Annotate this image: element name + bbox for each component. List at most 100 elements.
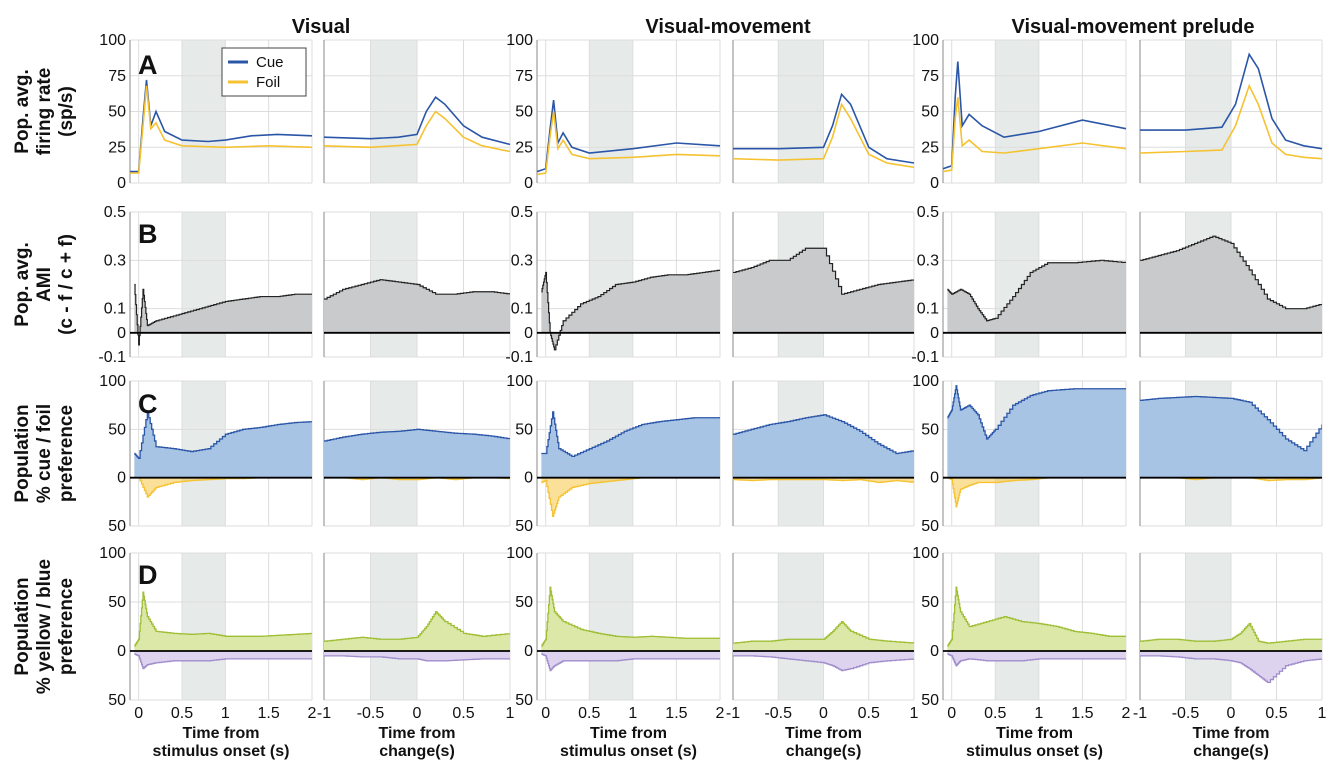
series-group [1140, 235, 1322, 333]
y-tick-label: 0.5 [104, 204, 126, 221]
y-tick-label: 50 [108, 594, 126, 611]
x-tick-label: 0.5 [578, 705, 600, 722]
series-group [324, 279, 510, 333]
y-tick-label: 0.5 [917, 204, 939, 221]
blue-line [947, 653, 1126, 667]
y-tick-label: 50 [108, 421, 126, 438]
line-cue [1140, 52, 1322, 150]
cue-line [324, 428, 510, 442]
y-tick-label: 100 [99, 545, 126, 562]
cue-line [1140, 395, 1322, 452]
cue-line [733, 414, 914, 455]
cue-line [134, 411, 312, 459]
x-tick-label: 1 [910, 705, 919, 722]
y-tick-label: -0.1 [911, 349, 939, 366]
ami-line [733, 247, 914, 295]
y-tick-label: 50 [515, 518, 533, 535]
legend-label-foil: Foil [256, 74, 280, 91]
y-tick-label: 0.3 [511, 252, 533, 269]
row-y-label: Pop. avg. [12, 69, 33, 153]
y-tick-label: 0 [117, 643, 126, 660]
y-tick-label: 50 [515, 594, 533, 611]
panel-letters: A B C D [138, 50, 158, 590]
x-tick-label: -0.5 [357, 705, 385, 722]
shaded-epoch [182, 553, 226, 700]
y-tick-label: 50 [921, 421, 939, 438]
y-tick-label: 0 [930, 643, 939, 660]
y-tick-label: 50 [108, 692, 126, 709]
y-tick-label: 100 [506, 373, 533, 390]
x-tick-label: 2 [308, 705, 317, 722]
x-tick-label: 0.5 [984, 705, 1006, 722]
panel-A-1 [323, 39, 511, 184]
x-tick-label: 1.5 [1071, 705, 1093, 722]
shaded-epoch [589, 553, 633, 700]
row-y-label: (sp/s) [56, 86, 77, 137]
yellow-line [541, 586, 720, 647]
row-y-label: preference [56, 578, 77, 675]
panel-C-3 [732, 380, 915, 527]
series-group [324, 611, 510, 662]
y-tick-label: 100 [506, 545, 533, 562]
cue-area [733, 414, 914, 478]
panel-D-5: -1 -0.5 0 0.5 1 [1133, 552, 1327, 722]
ami-line [324, 279, 510, 300]
panel-A-3 [732, 39, 915, 184]
y-tick-label: 50 [921, 518, 939, 535]
ami-area [541, 270, 720, 350]
series-group [324, 428, 510, 481]
y-tick-label: 0.1 [104, 301, 126, 318]
x-tick-label: 1 [506, 705, 515, 722]
x-tick-label: 0.5 [1265, 705, 1287, 722]
line-cue [324, 96, 510, 146]
panel-letter-a: A [138, 50, 158, 80]
line-foil [943, 97, 1126, 173]
panel-D-3: -1 -0.5 0 0.5 1 [726, 552, 919, 722]
x-axis-label: Time from [590, 725, 667, 742]
x-axis-label: Time from [996, 725, 1073, 742]
blue-line [1140, 655, 1322, 684]
panel-A-2: 100 75 50 25 0 [506, 32, 721, 192]
series-group [733, 414, 914, 484]
y-tick-label: 100 [506, 32, 533, 49]
series-group [541, 586, 720, 672]
ami-line [1140, 235, 1322, 310]
y-tick-label: 0.1 [917, 301, 939, 318]
x-tick-label: 0 [947, 705, 956, 722]
x-axis-label: stimulus onset (s) [153, 743, 290, 760]
series-group [134, 283, 312, 346]
panel-B-2: 0.5 0.3 0.1 0 -0.1 [505, 204, 721, 366]
yellow-line [733, 620, 914, 644]
cue-area [324, 429, 510, 478]
panel-C-0: 100 50 0 50 [99, 373, 313, 535]
row-y-label: AMI [34, 267, 55, 302]
x-tick-label: 0.5 [858, 705, 880, 722]
y-tick-label: 100 [912, 373, 939, 390]
y-tick-label: 0 [524, 175, 533, 192]
x-axis-label: stimulus onset (s) [966, 743, 1103, 760]
y-tick-label: 50 [921, 594, 939, 611]
column-titles: Visual Visual-movement Visual-movement p… [292, 16, 1255, 38]
cue-line [541, 411, 720, 458]
ami-area [733, 248, 914, 333]
x-tick-label: 0.5 [171, 705, 193, 722]
ami-line [947, 259, 1126, 322]
panel-C-1 [323, 380, 511, 527]
yellow-area [324, 611, 510, 651]
panel-letter-b: B [138, 219, 158, 249]
panel-letter-c: C [138, 389, 158, 419]
ami-area [1140, 236, 1322, 333]
blue-area [134, 651, 312, 669]
y-tick-label: 75 [108, 68, 126, 85]
y-tick-label: 0 [930, 470, 939, 487]
foil-area [134, 477, 312, 497]
x-tick-label: 0.5 [452, 705, 474, 722]
line-foil [537, 111, 720, 176]
row-y-label: Population [12, 404, 33, 502]
cue-area [134, 411, 312, 478]
x-tick-label: 1 [1318, 705, 1327, 722]
y-tick-label: 100 [912, 545, 939, 562]
panel-D-4: 100 50 0 50 0 0.5 1 1.5 2 [912, 545, 1130, 722]
y-tick-label: 100 [99, 32, 126, 49]
y-tick-label: 0 [930, 175, 939, 192]
